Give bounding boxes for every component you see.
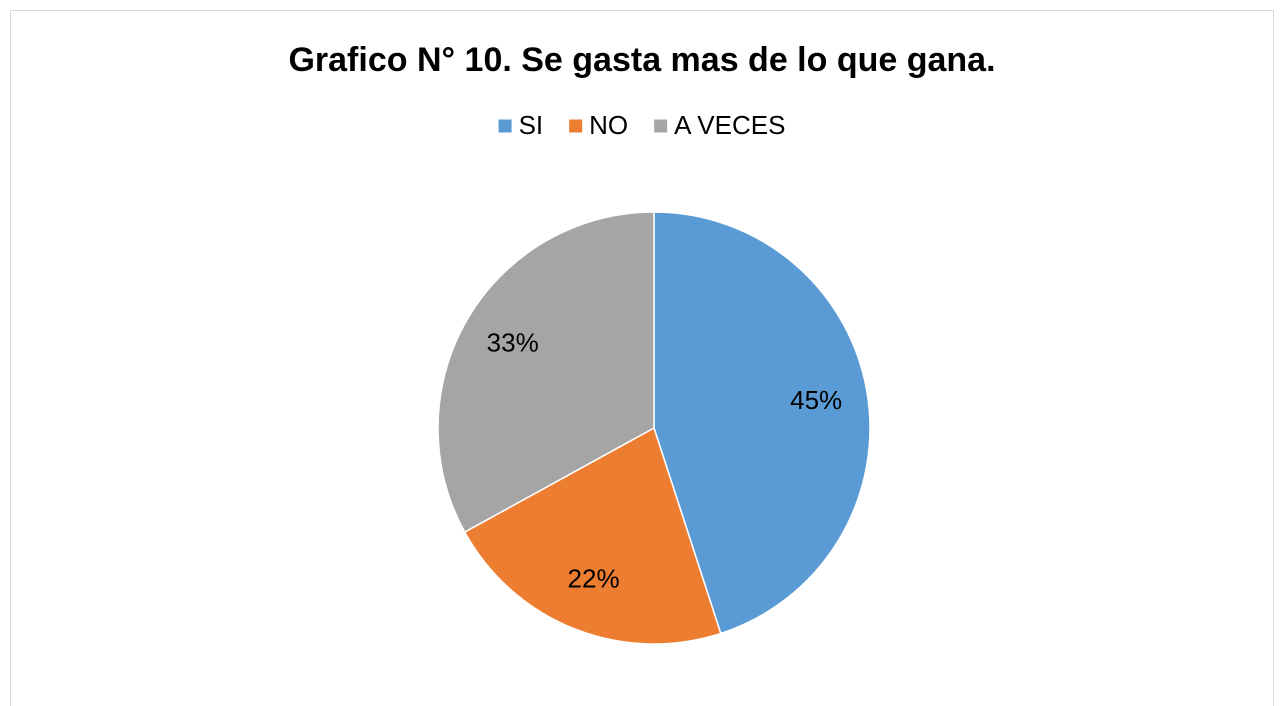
pie-slice — [653, 211, 871, 635]
legend-swatch — [569, 119, 583, 133]
data-label: 45% — [790, 385, 842, 415]
pie-slice — [463, 426, 722, 645]
legend-label: SI — [519, 110, 544, 140]
pie-slice — [437, 211, 655, 534]
data-label: 33% — [487, 327, 539, 357]
legend: SI NO A VECES — [498, 110, 785, 140]
legend-swatch — [654, 119, 668, 133]
legend-label: A VECES — [674, 110, 785, 140]
chart-title: Grafico N° 10. Se gasta mas de lo que ga… — [288, 41, 995, 79]
legend-swatch — [498, 119, 512, 133]
legend-label: NO — [589, 110, 628, 140]
data-label: 22% — [568, 564, 620, 594]
